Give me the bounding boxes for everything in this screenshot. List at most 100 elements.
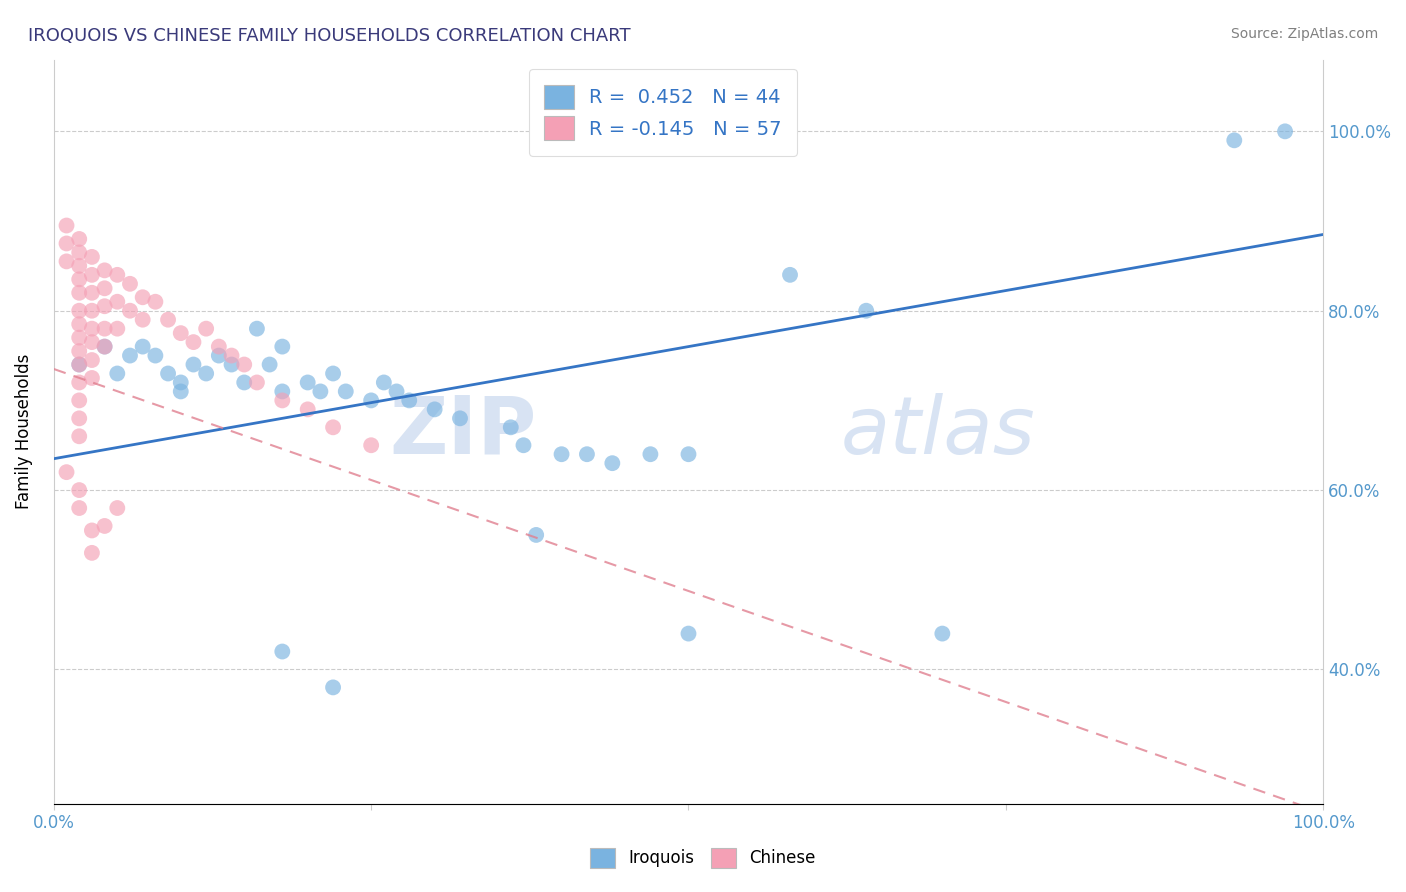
Legend: Iroquois, Chinese: Iroquois, Chinese <box>583 841 823 875</box>
Point <box>80 353 103 368</box>
Point <box>55 254 77 268</box>
Point <box>118 277 141 291</box>
Point <box>322 367 344 381</box>
Point <box>67 317 90 331</box>
Point <box>67 358 90 372</box>
Point <box>131 340 153 354</box>
Point <box>779 268 801 282</box>
Point <box>271 340 294 354</box>
Point <box>67 429 90 443</box>
Point <box>105 367 128 381</box>
Point <box>80 524 103 538</box>
Point <box>80 268 103 282</box>
Point <box>67 259 90 273</box>
Point <box>259 358 281 372</box>
Point <box>246 376 269 390</box>
Point <box>93 340 115 354</box>
Point <box>67 411 90 425</box>
Point <box>80 321 103 335</box>
Point <box>80 335 103 350</box>
Point <box>93 281 115 295</box>
Point <box>271 644 294 658</box>
Point <box>80 285 103 300</box>
Point <box>67 331 90 345</box>
Point <box>93 519 115 533</box>
Point <box>170 326 193 340</box>
Point <box>67 376 90 390</box>
Point <box>93 299 115 313</box>
Point <box>322 420 344 434</box>
Point <box>67 358 90 372</box>
Point <box>678 447 700 461</box>
Point <box>67 232 90 246</box>
Point <box>131 290 153 304</box>
Point <box>208 340 231 354</box>
Point <box>360 393 382 408</box>
Y-axis label: Family Households: Family Households <box>15 354 32 509</box>
Point <box>195 367 218 381</box>
Point <box>271 384 294 399</box>
Point <box>246 321 269 335</box>
Point <box>221 358 243 372</box>
Point <box>170 384 193 399</box>
Point <box>271 393 294 408</box>
Point <box>118 303 141 318</box>
Point <box>449 411 471 425</box>
Point <box>575 447 598 461</box>
Text: atlas: atlas <box>841 392 1036 471</box>
Text: Source: ZipAtlas.com: Source: ZipAtlas.com <box>1230 27 1378 41</box>
Point <box>93 321 115 335</box>
Point <box>157 312 180 326</box>
Point <box>145 294 167 309</box>
Point <box>297 376 319 390</box>
Point <box>157 367 180 381</box>
Point <box>67 501 90 516</box>
Point <box>602 456 624 470</box>
Text: ZIP: ZIP <box>389 392 536 471</box>
Point <box>233 376 256 390</box>
Text: IROQUOIS VS CHINESE FAMILY HOUSEHOLDS CORRELATION CHART: IROQUOIS VS CHINESE FAMILY HOUSEHOLDS CO… <box>28 27 631 45</box>
Point <box>67 483 90 497</box>
Point <box>55 236 77 251</box>
Point <box>67 272 90 286</box>
Point <box>512 438 534 452</box>
Point <box>208 349 231 363</box>
Point <box>80 371 103 385</box>
Point <box>67 245 90 260</box>
Point <box>105 501 128 516</box>
Point <box>373 376 395 390</box>
Point <box>93 263 115 277</box>
Point <box>80 250 103 264</box>
Point <box>183 335 205 350</box>
Point <box>183 358 205 372</box>
Point <box>55 465 77 479</box>
Point <box>524 528 547 542</box>
Point <box>550 447 572 461</box>
Point <box>1223 133 1246 147</box>
Point <box>93 340 115 354</box>
Point <box>80 546 103 560</box>
Point <box>385 384 408 399</box>
Point <box>297 402 319 417</box>
Point <box>360 438 382 452</box>
Point <box>105 294 128 309</box>
Legend: R =  0.452   N = 44, R = -0.145   N = 57: R = 0.452 N = 44, R = -0.145 N = 57 <box>529 70 797 156</box>
Point <box>221 349 243 363</box>
Point <box>105 268 128 282</box>
Point <box>105 321 128 335</box>
Point <box>80 303 103 318</box>
Point <box>1274 124 1296 138</box>
Point <box>131 312 153 326</box>
Point <box>499 420 522 434</box>
Point <box>67 344 90 359</box>
Point <box>931 626 953 640</box>
Point <box>67 285 90 300</box>
Point <box>195 321 218 335</box>
Point <box>118 349 141 363</box>
Point <box>640 447 662 461</box>
Point <box>145 349 167 363</box>
Point <box>335 384 357 399</box>
Point <box>309 384 332 399</box>
Point <box>322 681 344 695</box>
Point <box>855 303 877 318</box>
